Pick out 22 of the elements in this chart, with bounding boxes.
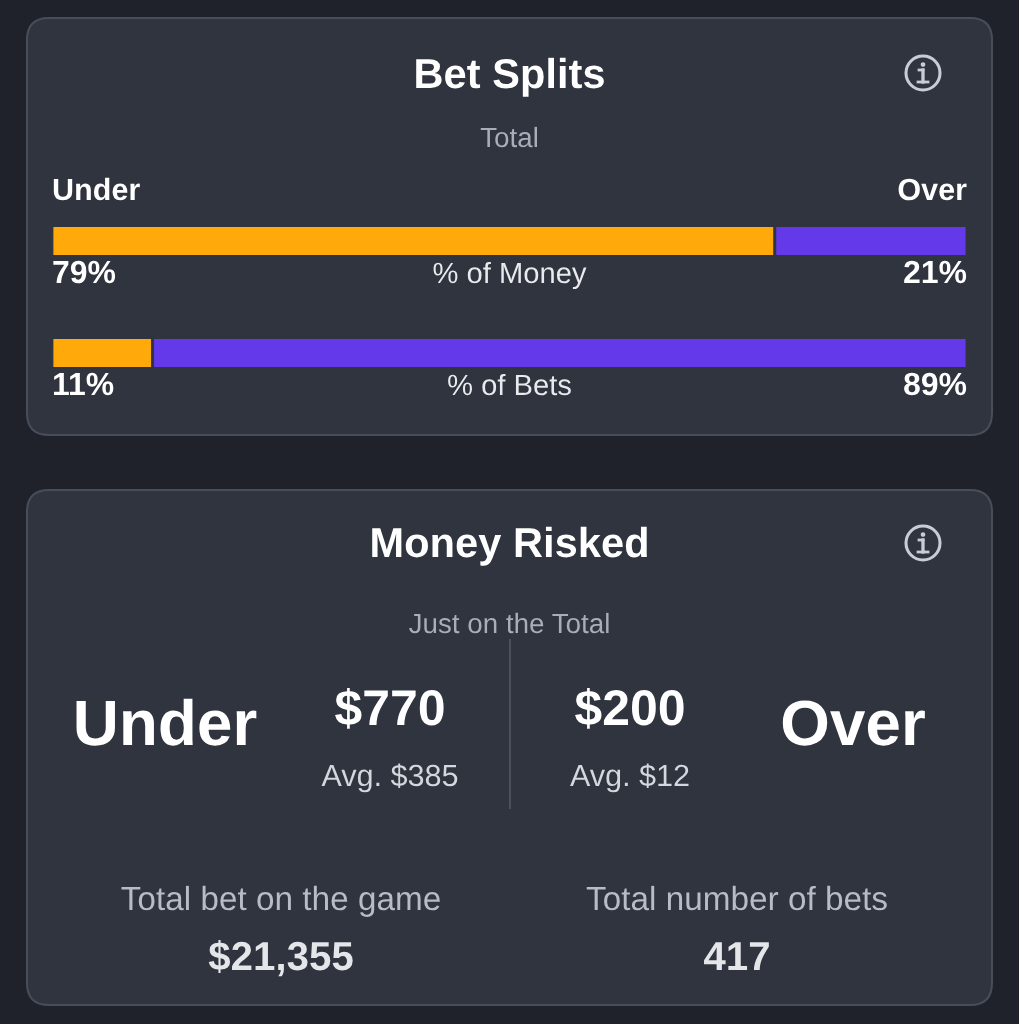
series-label: Over <box>898 178 967 201</box>
text: Avg. $385 <box>321 763 458 793</box>
data-label: 11% <box>54 372 114 396</box>
text: $200 <box>575 687 684 729</box>
text: Over <box>782 700 925 746</box>
chart-subtitle: Total <box>480 126 537 148</box>
text: Just on the Total <box>409 612 609 634</box>
series-label: Under <box>53 177 140 201</box>
text: Money Risked <box>372 526 647 566</box>
text: Under <box>76 698 257 746</box>
data-label: 79% <box>53 260 116 284</box>
text: $770 <box>335 687 444 729</box>
chart-title: Bet Splits <box>416 57 604 97</box>
category-label: % of Bets <box>448 373 571 396</box>
data-label: 21% <box>904 260 967 284</box>
text: Total bet on the game <box>121 885 440 917</box>
text: Avg. $12 <box>570 763 689 793</box>
category-label: % of Money <box>433 261 587 290</box>
text: 417 <box>704 942 769 970</box>
text: Total number of bets <box>586 885 887 911</box>
text: $21,355 <box>208 940 353 977</box>
data-label: 89% <box>904 372 967 396</box>
